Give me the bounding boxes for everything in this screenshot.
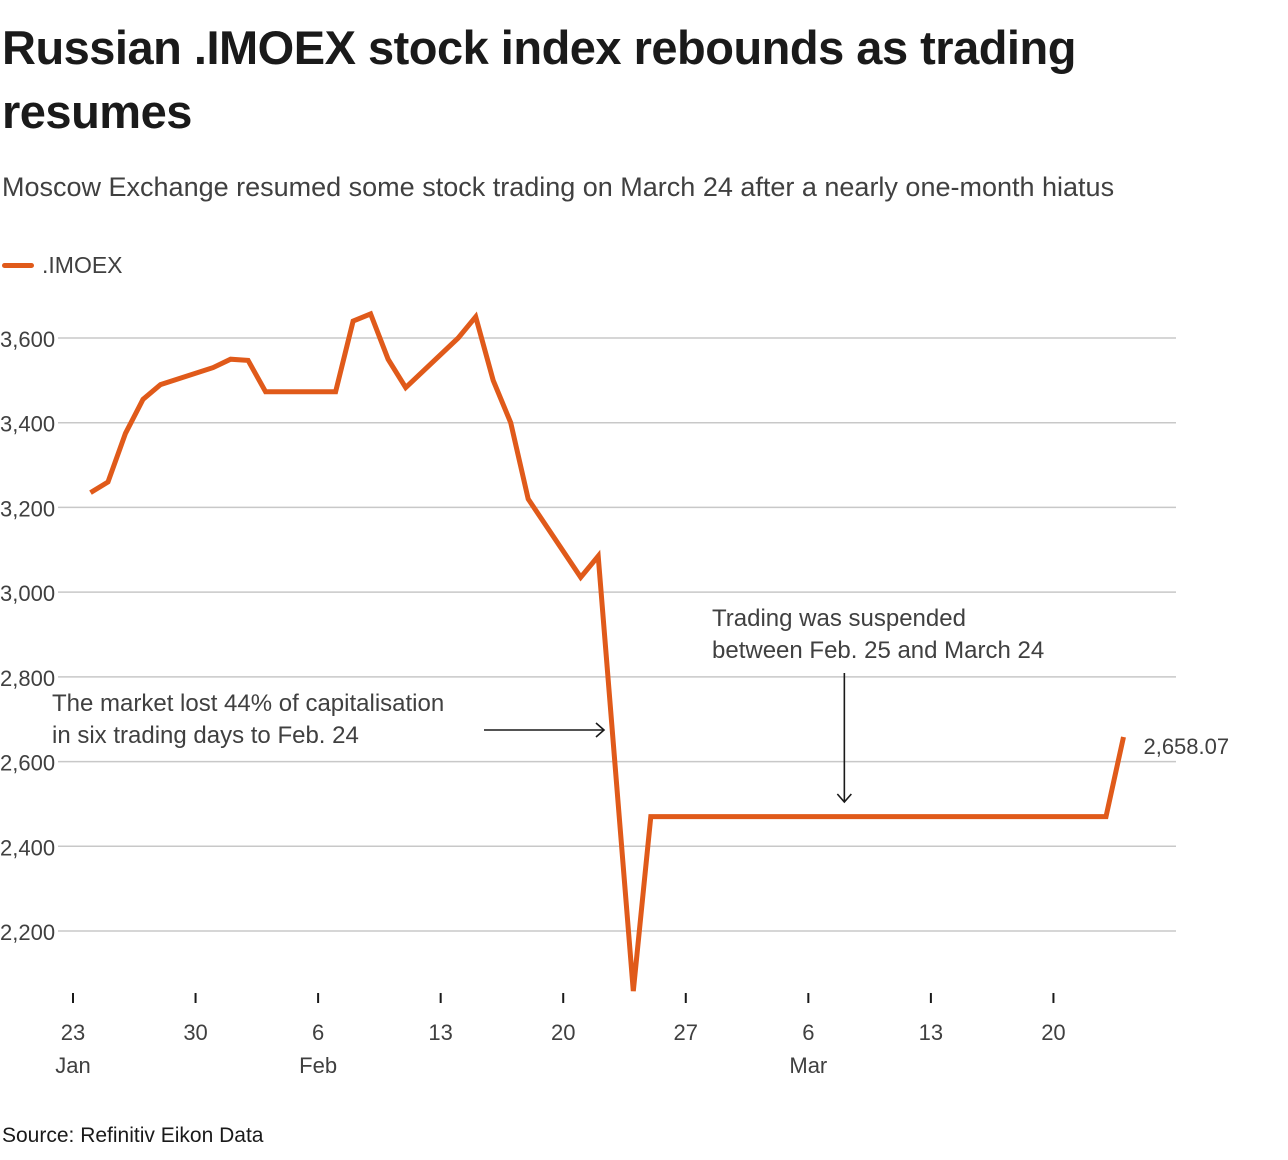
y-tick-label: 3,400: [0, 412, 55, 437]
x-tick-label: 6: [312, 1020, 324, 1045]
y-tick-label: 3,000: [0, 581, 55, 606]
arrow-head-down: [836, 793, 852, 804]
source-note: Source: Refinitiv Eikon Data: [2, 1124, 264, 1147]
x-month-label: Mar: [789, 1053, 827, 1078]
x-tick-label: 23: [61, 1020, 85, 1045]
annotation-capitalisation: The market lost 44% of capitalisation in …: [52, 690, 444, 749]
series-line-imoex: [89, 310, 1126, 992]
legend: .IMOEX: [2, 252, 123, 279]
legend-label: .IMOEX: [42, 252, 123, 278]
x-axis: 23 Jan 30 6 Feb 13 20 27 6 Mar 13 20: [55, 993, 1066, 1078]
x-tick-label: 27: [674, 1020, 698, 1045]
chart-title: Russian .IMOEX stock index rebounds as t…: [2, 21, 1076, 138]
annotations: The market lost 44% of capitalisation in …: [52, 605, 1044, 804]
gridlines: [58, 337, 1176, 932]
x-month-label: Feb: [299, 1053, 337, 1078]
y-tick-label: 2,400: [0, 835, 55, 860]
y-tick-label: 3,600: [0, 327, 55, 352]
legend-swatch: [2, 263, 34, 268]
chart-subtitle: Moscow Exchange resumed some stock tradi…: [2, 172, 1115, 202]
x-tick-label: 20: [551, 1020, 575, 1045]
x-tick-label: 6: [802, 1020, 814, 1045]
annotation-suspension: Trading was suspended between Feb. 25 and…: [712, 605, 1044, 664]
x-tick-label: 20: [1041, 1020, 1065, 1045]
series-layer: 2,658.07: [89, 310, 1229, 992]
x-tick-label: 13: [428, 1020, 452, 1045]
end-value-label: 2,658.07: [1143, 734, 1229, 759]
x-tick-label: 30: [183, 1020, 207, 1045]
arrow-head-right: [595, 722, 606, 738]
y-tick-label: 2,600: [0, 751, 55, 776]
y-axis-labels: 2,200 2,400 2,600 2,800 3,000 3,200 3,400 3,600: [0, 327, 55, 945]
x-month-label: Jan: [55, 1053, 90, 1078]
x-tick-label: 13: [919, 1020, 943, 1045]
y-tick-label: 2,800: [0, 666, 55, 691]
y-tick-label: 2,200: [0, 920, 55, 945]
y-tick-label: 3,200: [0, 496, 55, 521]
